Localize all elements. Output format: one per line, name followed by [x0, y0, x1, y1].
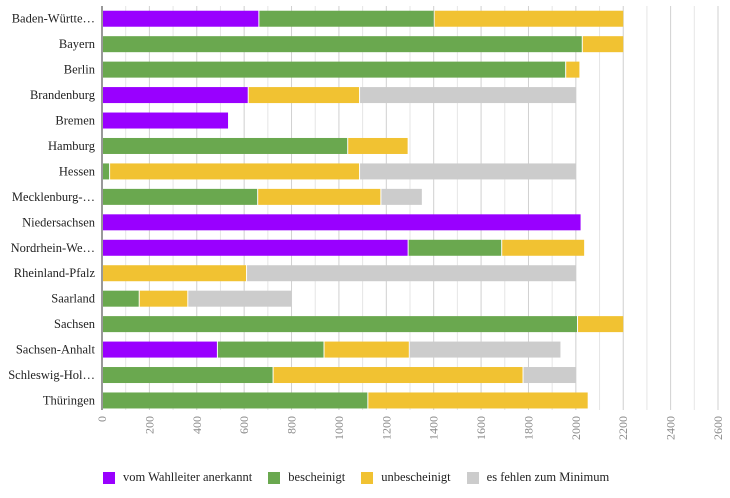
bar-segment	[578, 316, 624, 333]
legend-swatch	[268, 471, 281, 484]
category-label: Hessen	[59, 164, 96, 178]
bar-segment	[103, 61, 566, 78]
bar-segment	[582, 36, 624, 53]
bar-segment	[247, 265, 576, 282]
bar-segment	[110, 163, 360, 180]
bar-segment	[103, 87, 248, 104]
category-label: Saarland	[51, 292, 95, 306]
category-label: Thüringen	[43, 393, 96, 407]
bar-segment	[360, 163, 576, 180]
bar-segment	[103, 163, 110, 180]
legend-item-unbescheinigt[interactable]: unbescheinigt	[361, 470, 451, 485]
bar-segment	[103, 188, 258, 205]
bar-segment	[103, 36, 582, 53]
legend-swatch	[466, 471, 479, 484]
legend-label: unbescheinigt	[381, 470, 451, 484]
bar-segment	[103, 112, 229, 129]
bar-segment	[368, 392, 588, 409]
x-tick-label: 1400	[427, 416, 441, 440]
bar-segment	[348, 137, 408, 154]
bar-segment	[217, 341, 324, 358]
legend-item-bescheinigt[interactable]: bescheinigt	[268, 470, 345, 485]
legend-label: vom Wahlleiter anerkannt	[123, 470, 253, 484]
legend-swatch	[103, 471, 115, 484]
bar-segment	[188, 290, 292, 307]
bar-segment	[103, 290, 139, 307]
bar-segment	[139, 290, 188, 307]
legend-label: bescheinigt	[288, 470, 346, 484]
x-tick-label: 200	[142, 416, 156, 434]
bar-segment	[434, 10, 624, 27]
bar-segment	[103, 316, 578, 333]
legend-label: es fehlen zum Minimum	[486, 470, 610, 484]
bar-segment	[103, 265, 247, 282]
category-label: Rheinland-Pfalz	[14, 266, 96, 280]
category-label: Brandenburg	[30, 88, 96, 102]
x-tick-label: 2200	[616, 416, 630, 440]
bar-segment	[523, 367, 576, 384]
category-label: Niedersachsen	[22, 215, 96, 229]
x-tick-label: 1000	[332, 416, 346, 440]
category-label: Sachsen-Anhalt	[16, 343, 96, 357]
bar-segment	[273, 367, 523, 384]
bar-segment	[103, 341, 217, 358]
x-tick-label: 1800	[521, 416, 535, 440]
bar-segment	[408, 239, 502, 256]
stacked-bar-chart: Baden-Württe… Bayern Berlin Brandenburg Brem…	[8, 6, 725, 440]
x-tick-label: 600	[237, 416, 251, 434]
legend: vom Wahlleiter anerkannt bescheinigt unb…	[103, 470, 609, 485]
bar-segment	[381, 188, 422, 205]
x-tick-label: 800	[285, 416, 299, 434]
category-label: Bremen	[55, 114, 95, 128]
bar-segment	[103, 392, 368, 409]
bar-segment	[258, 188, 381, 205]
legend-item-anerkannt[interactable]: vom Wahlleiter anerkannt	[103, 470, 252, 485]
legend-item-fehlen[interactable]: es fehlen zum Minimum	[466, 470, 610, 485]
bar-segment	[103, 367, 273, 384]
bar-segment	[324, 341, 409, 358]
bar-segment	[360, 87, 576, 104]
category-label: Baden-Württe…	[12, 12, 95, 26]
x-tick-label: 2000	[569, 416, 583, 440]
bar-segment	[502, 239, 585, 256]
bar-segment	[259, 10, 434, 27]
category-label: Mecklenburg-…	[12, 190, 95, 204]
category-label: Berlin	[64, 63, 96, 77]
category-label: Bayern	[59, 37, 96, 51]
bar-segment	[409, 341, 561, 358]
bar-segment	[248, 87, 360, 104]
bar-segment	[103, 214, 581, 231]
x-tick-label: 2400	[664, 416, 678, 440]
category-label: Hamburg	[48, 139, 96, 153]
bar-segment	[103, 239, 408, 256]
category-label: Nordrhein-We…	[11, 241, 95, 255]
x-tick-label: 1600	[474, 416, 488, 440]
x-tick-label: 400	[190, 416, 204, 434]
category-label: Schleswig-Hol…	[8, 368, 95, 382]
x-tick-label: 2600	[711, 416, 725, 440]
category-label: Sachsen	[54, 317, 96, 331]
legend-swatch	[361, 471, 374, 484]
bar-segment	[566, 61, 580, 78]
bar-segment	[103, 137, 348, 154]
x-tick-label: 1200	[379, 416, 393, 440]
x-tick-label: 0	[95, 416, 109, 422]
bar-segment	[103, 10, 259, 27]
